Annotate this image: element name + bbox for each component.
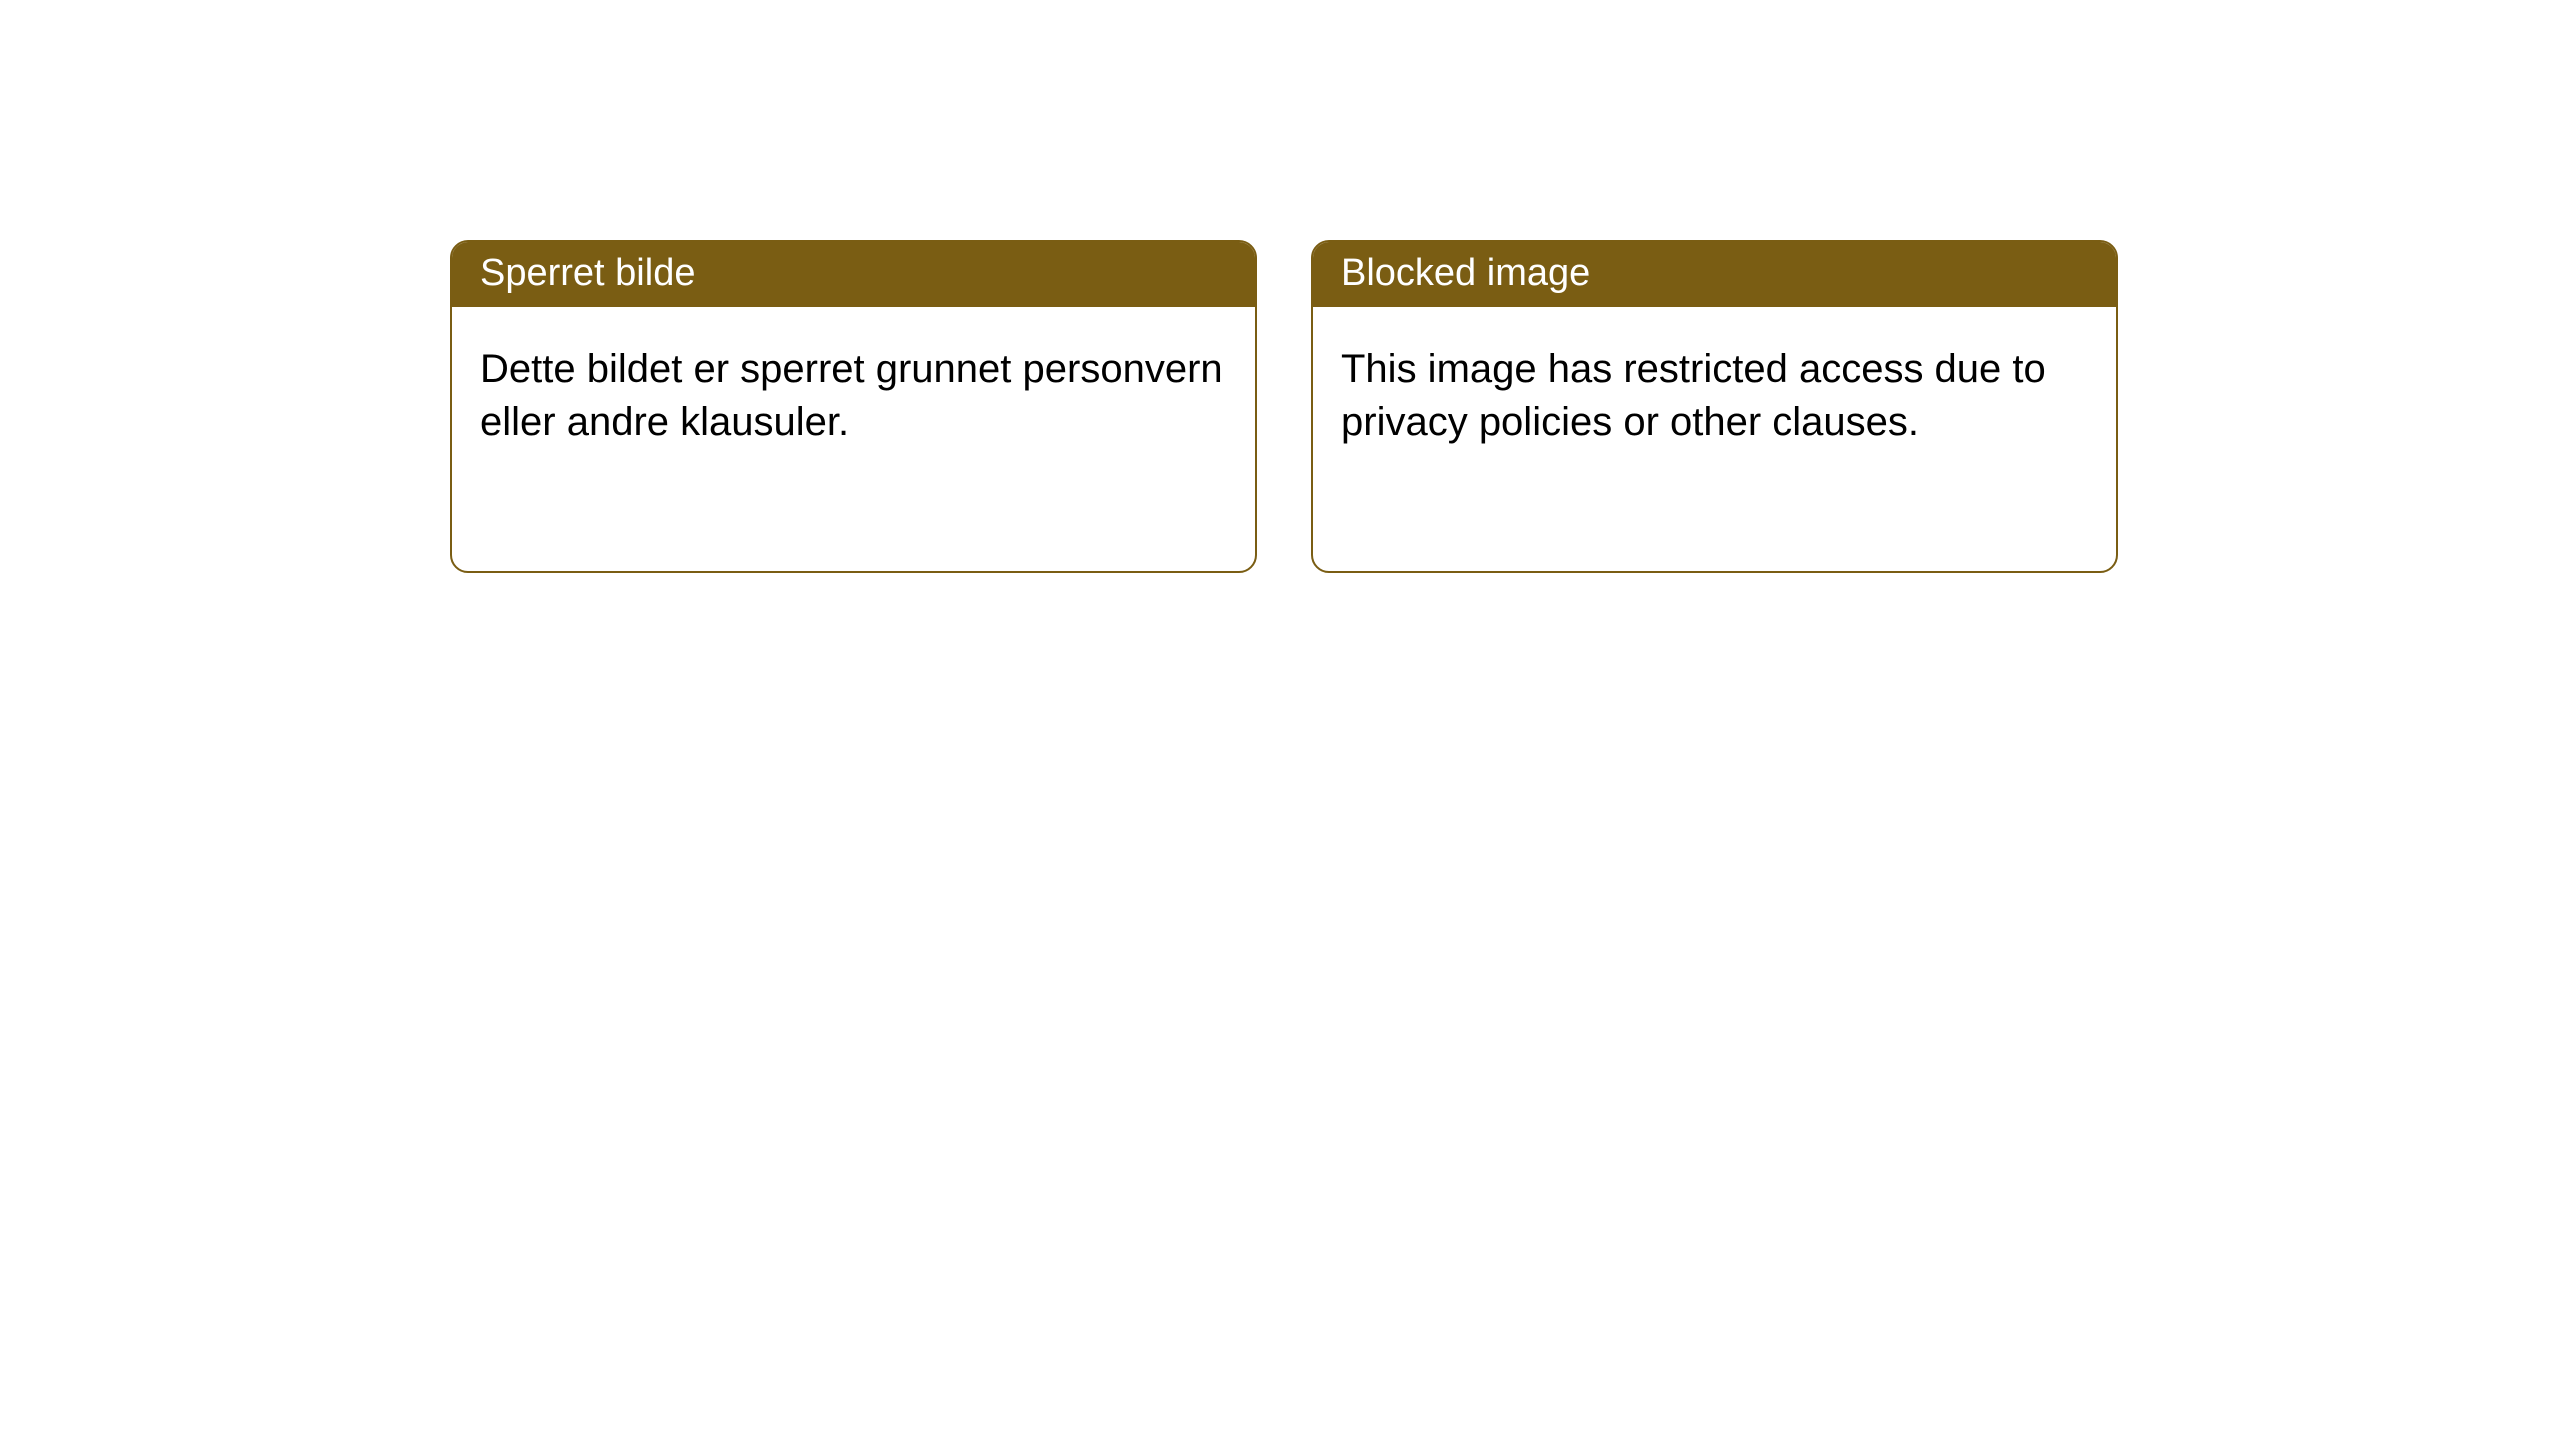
notice-title: Sperret bilde: [480, 252, 695, 294]
notice-header: Blocked image: [1313, 242, 2116, 307]
notice-container: Sperret bilde Dette bildet er sperret gr…: [450, 240, 2118, 573]
notice-body-text: This image has restricted access due to …: [1341, 347, 2046, 444]
notice-box-norwegian: Sperret bilde Dette bildet er sperret gr…: [450, 240, 1257, 573]
notice-body: Dette bildet er sperret grunnet personve…: [452, 307, 1255, 477]
notice-header: Sperret bilde: [452, 242, 1255, 307]
notice-box-english: Blocked image This image has restricted …: [1311, 240, 2118, 573]
notice-title: Blocked image: [1341, 252, 1590, 294]
notice-body: This image has restricted access due to …: [1313, 307, 2116, 477]
notice-body-text: Dette bildet er sperret grunnet personve…: [480, 347, 1223, 444]
